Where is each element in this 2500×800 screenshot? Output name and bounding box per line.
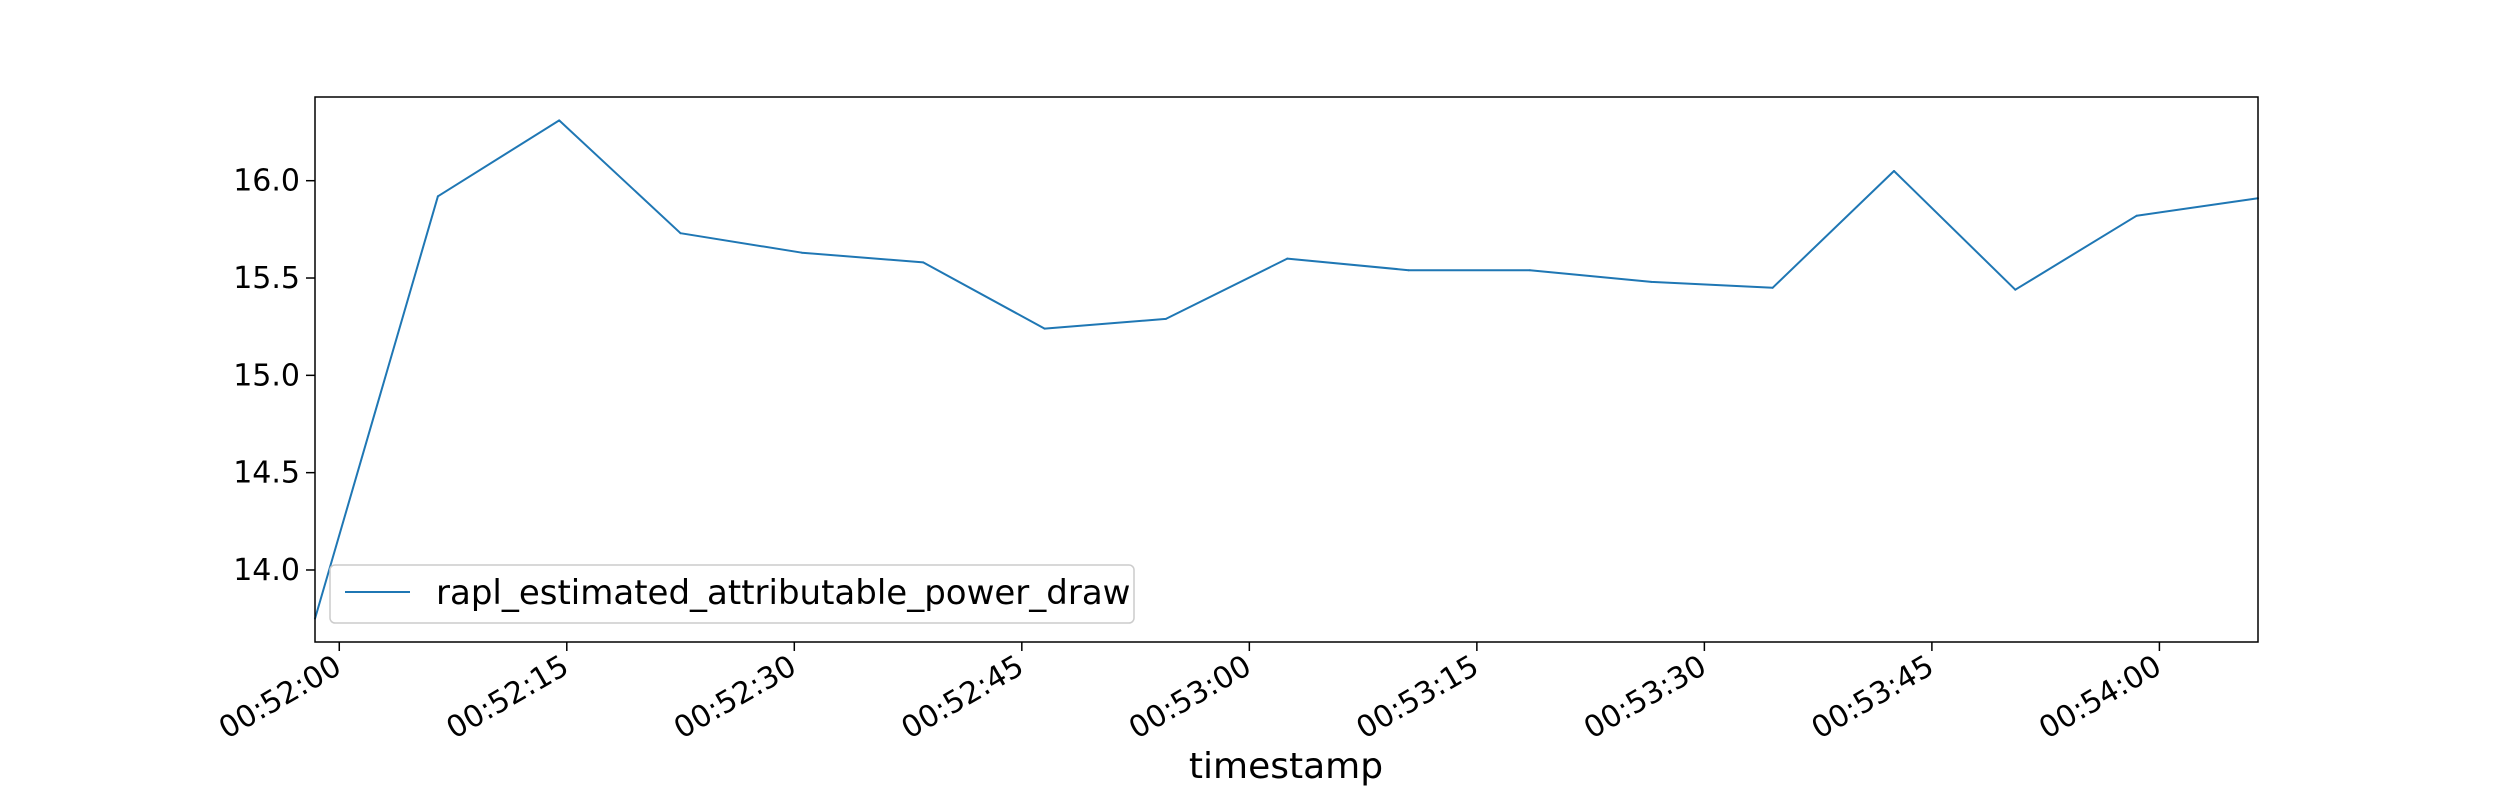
series-point: [1407, 269, 1410, 272]
series-point: [436, 195, 439, 198]
series-point: [1893, 170, 1895, 172]
series-point: [1043, 327, 1046, 330]
y-tick-label: 16.0: [233, 164, 300, 199]
series-point: [1528, 269, 1531, 272]
x-axis-label: timestamp: [1189, 746, 1383, 787]
legend-entry-label: rapl_estimated_attributable_power_draw: [436, 573, 1131, 613]
plot-area-frame: [314, 96, 2259, 643]
series-point: [1164, 317, 1167, 320]
series-point: [1650, 280, 1653, 283]
y-tick-label: 14.0: [233, 553, 300, 588]
series-point: [800, 251, 803, 254]
series-point: [1771, 286, 1774, 289]
y-tick-label: 14.5: [233, 456, 300, 491]
series-point: [679, 232, 682, 235]
y-tick-label: 15.0: [233, 358, 300, 393]
legend: rapl_estimated_attributable_power_draw: [329, 564, 1135, 624]
series-point: [2135, 214, 2138, 217]
legend-box: [329, 564, 1135, 624]
y-axis-ticks: 14.0 14.5 15.0 15.5 16.0: [233, 164, 315, 588]
series-point: [558, 119, 561, 122]
series-point: [1286, 257, 1289, 260]
y-tick-label: 15.5: [233, 261, 300, 296]
series-point: [922, 261, 925, 264]
series-point: [2014, 288, 2017, 291]
